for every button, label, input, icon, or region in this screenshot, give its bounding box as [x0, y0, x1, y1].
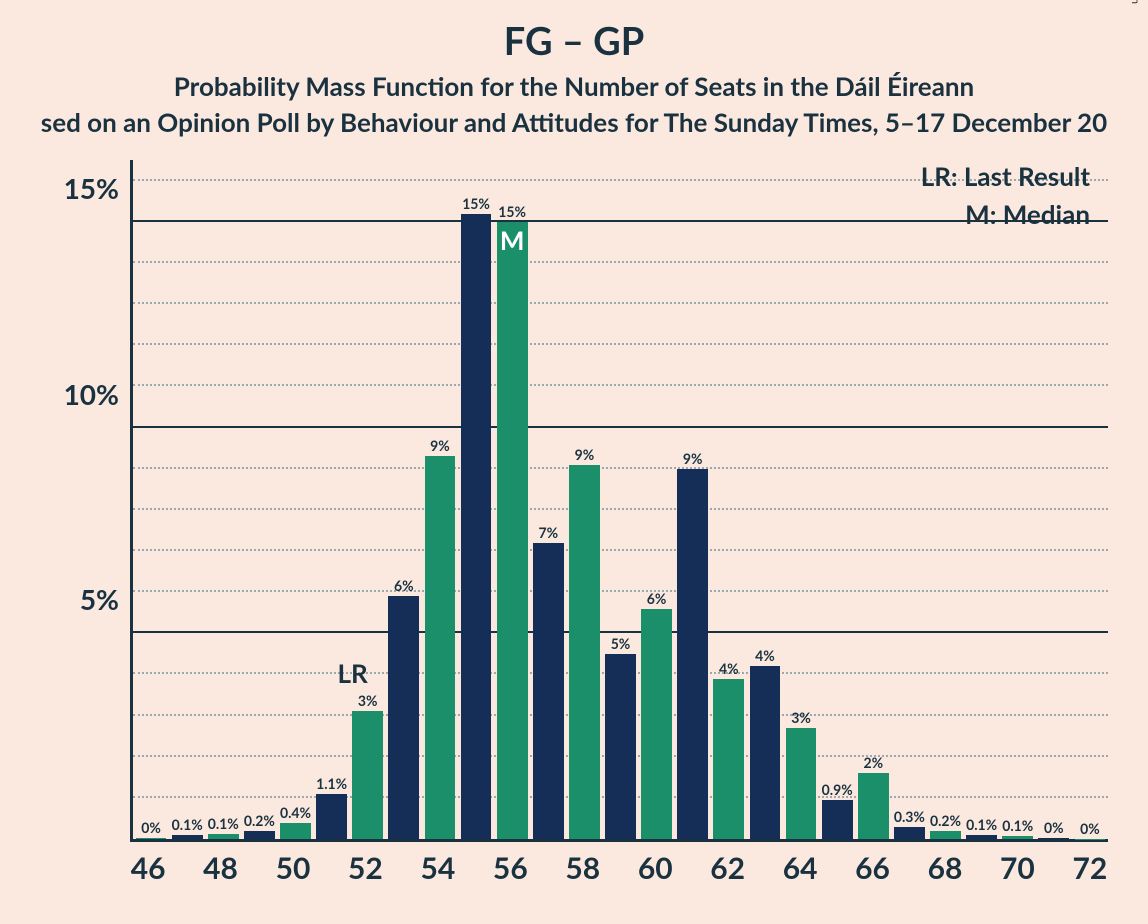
x-tick-label: 50 [276, 850, 311, 886]
bar: 15% [497, 222, 528, 839]
marker-last-result: LR [337, 657, 367, 689]
bar: 0.4% [280, 823, 311, 839]
bar: 0.2% [930, 831, 961, 839]
bar: 7% [533, 543, 564, 839]
chart-title: FG – GP [0, 18, 1148, 64]
x-tick-label: 66 [855, 850, 890, 886]
bar-value-label: 0.2% [244, 812, 275, 831]
x-tick-label: 60 [638, 850, 673, 886]
x-axis: 46 48 50 52 54 56 58 60 62 64 66 68 70 72 [130, 842, 1108, 894]
bar: 0.2% [244, 831, 275, 839]
bar: 2% [858, 773, 889, 839]
bar: 0% [136, 838, 167, 839]
bar: 3% [786, 728, 817, 839]
bar: 0.1% [172, 835, 203, 839]
bar-value-label: 7% [538, 524, 558, 543]
bar: 6% [388, 596, 419, 839]
chart-subtitle-2: sed on an Opinion Poll by Behaviour and … [0, 106, 1148, 138]
bar: 4% [750, 666, 781, 839]
bars-layer: 0%0.1%0.1%0.2%0.4%1.1%3%6%9%15%15%7%9%5%… [133, 160, 1108, 839]
bar: 15% [461, 214, 492, 840]
bar-value-label: 0.1% [208, 815, 239, 834]
bar: 0.9% [822, 800, 853, 839]
x-tick-label: 48 [203, 850, 238, 886]
bar-value-label: 0.3% [894, 808, 925, 827]
x-tick-label: 46 [131, 850, 166, 886]
copyright-text: © 2020 Filip van Laenen [1129, 0, 1142, 4]
bar-value-label: 15% [498, 203, 526, 222]
bar-value-label: 0.1% [172, 816, 203, 835]
bar-value-label: 15% [462, 195, 490, 214]
bar-value-label: 0% [1080, 820, 1100, 839]
x-tick-label: 54 [420, 850, 455, 886]
x-tick-label: 52 [348, 850, 383, 886]
bar: 9% [425, 456, 456, 839]
bar: 6% [641, 609, 672, 839]
bar-value-label: 3% [358, 692, 378, 711]
bar-value-label: 4% [719, 660, 739, 679]
bar-value-label: 9% [683, 450, 703, 469]
x-tick-label: 56 [493, 850, 528, 886]
bar-value-label: 0% [141, 819, 161, 838]
x-tick-label: 64 [783, 850, 818, 886]
legend: LR: Last Result M: Median [921, 160, 1090, 230]
y-tick-label: 15% [64, 171, 119, 205]
bar: 9% [677, 469, 708, 839]
x-tick-label: 68 [928, 850, 963, 886]
bar-value-label: 9% [430, 437, 450, 456]
bar-value-label: 0.1% [966, 816, 997, 835]
bar-value-label: 0.1% [1002, 817, 1033, 836]
bar-value-label: 9% [575, 446, 595, 465]
chart-subtitle-1: Probability Mass Function for the Number… [0, 70, 1148, 102]
y-tick-label: 10% [64, 377, 119, 411]
bar-value-label: 2% [863, 754, 883, 773]
bar: 4% [713, 679, 744, 839]
bar: 0.1% [966, 835, 997, 839]
x-tick-label: 70 [1000, 850, 1035, 886]
bar: 1.1% [316, 794, 347, 839]
bar: 0.1% [1002, 836, 1033, 839]
bar: 5% [605, 654, 636, 839]
bar-value-label: 6% [647, 590, 667, 609]
bar-value-label: 1.1% [316, 775, 347, 794]
bar: 3% [352, 711, 383, 839]
bar: 0.3% [894, 827, 925, 839]
bar: 0.1% [208, 834, 239, 839]
bar: 0% [1038, 838, 1069, 839]
chart-area: 0%0.1%0.1%0.2%0.4%1.1%3%6%9%15%15%7%9%5%… [70, 160, 1108, 894]
x-tick-label: 62 [710, 850, 745, 886]
bar-value-label: 3% [791, 709, 811, 728]
bar: 9% [569, 465, 600, 839]
chart-titles: FG – GP Probability Mass Function for th… [0, 0, 1148, 138]
bar-value-label: 5% [611, 635, 631, 654]
x-tick-label: 72 [1072, 850, 1107, 886]
bar-value-label: 6% [394, 577, 414, 596]
legend-m: M: Median [921, 198, 1090, 230]
bar-value-label: 0.4% [280, 804, 311, 823]
legend-lr: LR: Last Result [921, 160, 1090, 192]
y-tick-label: 5% [80, 582, 119, 616]
bar-value-label: 0% [1044, 819, 1064, 838]
bar-value-label: 4% [755, 647, 775, 666]
plot-area: 0%0.1%0.1%0.2%0.4%1.1%3%6%9%15%15%7%9%5%… [130, 160, 1108, 842]
bar-value-label: 0.9% [822, 781, 853, 800]
bar-value-label: 0.2% [930, 812, 961, 831]
x-tick-label: 58 [565, 850, 600, 886]
